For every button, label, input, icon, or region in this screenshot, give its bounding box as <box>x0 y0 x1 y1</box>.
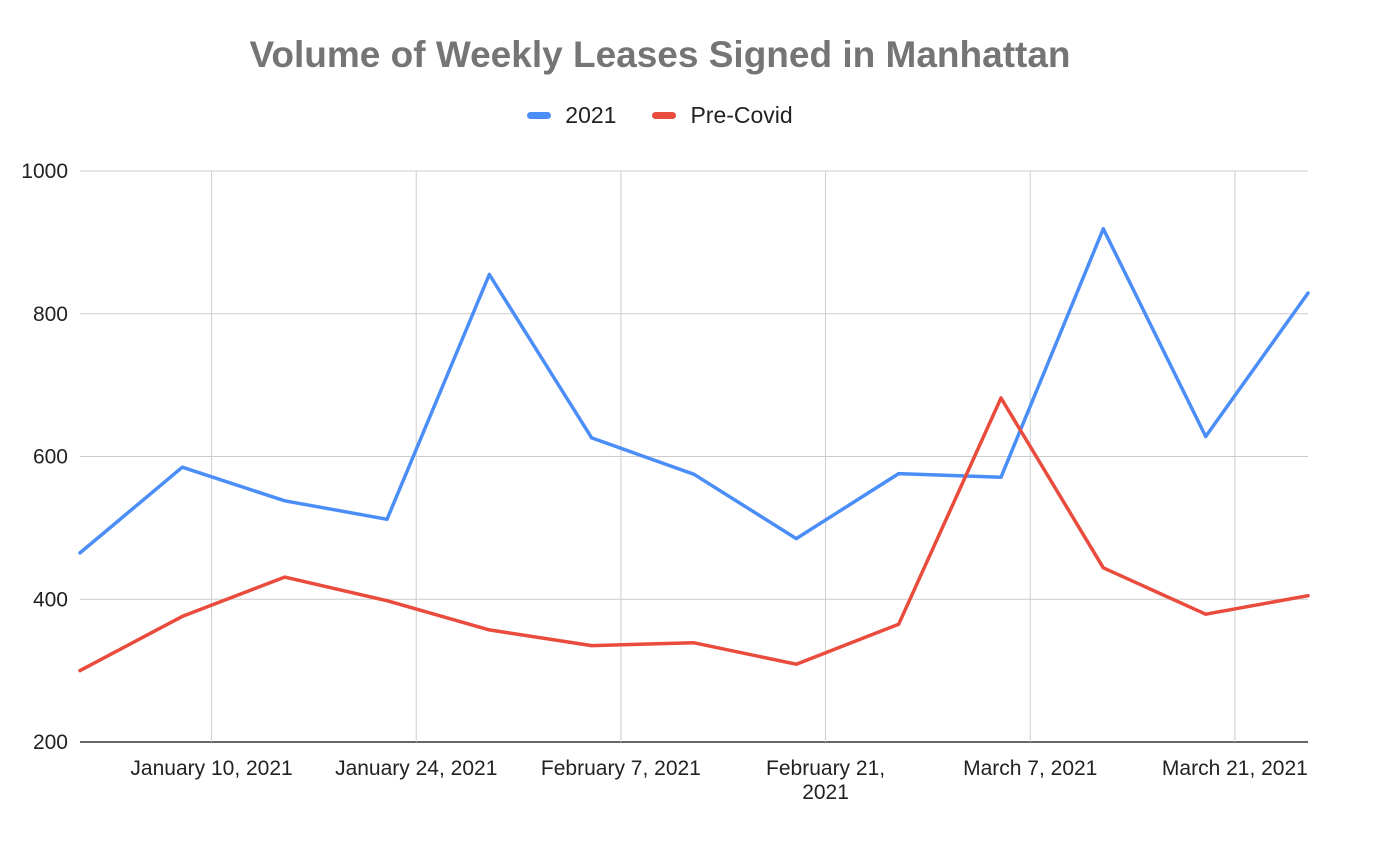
x-tick-label-0: January 10, 2021 <box>130 757 292 780</box>
legend-label-2021: 2021 <box>565 102 617 128</box>
data-point-2021-7 <box>794 536 798 541</box>
data-point-pre-covid-3 <box>385 599 389 603</box>
x-tick-label-2: February 7, 2021 <box>541 757 701 780</box>
data-point-2021-3 <box>385 517 389 521</box>
data-point-2021-5 <box>590 436 594 440</box>
data-point-pre-covid-4 <box>487 628 491 632</box>
data-point-2021-9 <box>999 475 1003 479</box>
y-tick-label-800: 800 <box>33 303 68 326</box>
data-point-2021-6 <box>692 472 696 476</box>
legend-label-pre-covid: Pre-Covid <box>690 102 793 128</box>
data-point-2021-8 <box>897 472 901 476</box>
legend-item-2021: 2021 <box>527 102 616 129</box>
data-point-pre-covid-12 <box>1306 594 1310 598</box>
data-point-2021-1 <box>180 465 184 469</box>
data-point-pre-covid-9 <box>999 396 1003 400</box>
y-tick-label-1000: 1000 <box>21 160 68 183</box>
legend-swatch-pre-covid <box>652 112 677 119</box>
data-point-2021-11 <box>1204 434 1208 439</box>
y-tick-label-200: 200 <box>33 731 68 754</box>
x-tick-label-1: January 24, 2021 <box>335 757 497 780</box>
data-point-pre-covid-6 <box>692 641 696 645</box>
data-point-pre-covid-2 <box>283 575 287 579</box>
data-point-pre-covid-7 <box>794 662 798 666</box>
data-point-2021-0 <box>78 551 82 555</box>
data-point-2021-4 <box>487 272 491 277</box>
data-point-2021-10 <box>1101 227 1105 231</box>
data-point-pre-covid-11 <box>1204 612 1208 616</box>
chart-title: Volume of Weekly Leases Signed in Manhat… <box>249 34 1071 75</box>
x-tick-label-4: March 7, 2021 <box>963 757 1097 780</box>
y-tick-label-400: 400 <box>33 588 68 611</box>
legend: 2021 Pre-Covid <box>0 102 1320 129</box>
legend-item-pre-covid: Pre-Covid <box>652 102 793 129</box>
data-point-2021-12 <box>1306 291 1310 295</box>
data-point-pre-covid-8 <box>897 622 901 626</box>
x-tick-label-5: March 21, 2021 <box>1162 757 1308 780</box>
x-tick-label-3: February 21, <box>766 757 885 780</box>
data-point-pre-covid-0 <box>78 669 82 673</box>
data-point-2021-2 <box>283 499 287 503</box>
data-point-pre-covid-5 <box>590 644 594 648</box>
data-point-pre-covid-10 <box>1101 566 1105 570</box>
x-tick-label-3-line1: 2021 <box>802 781 849 804</box>
series-line-pre-covid <box>78 396 1310 673</box>
y-tick-label-600: 600 <box>33 446 68 469</box>
series-line-2021 <box>78 227 1310 555</box>
legend-swatch-2021 <box>527 112 552 119</box>
data-point-pre-covid-1 <box>180 614 184 618</box>
